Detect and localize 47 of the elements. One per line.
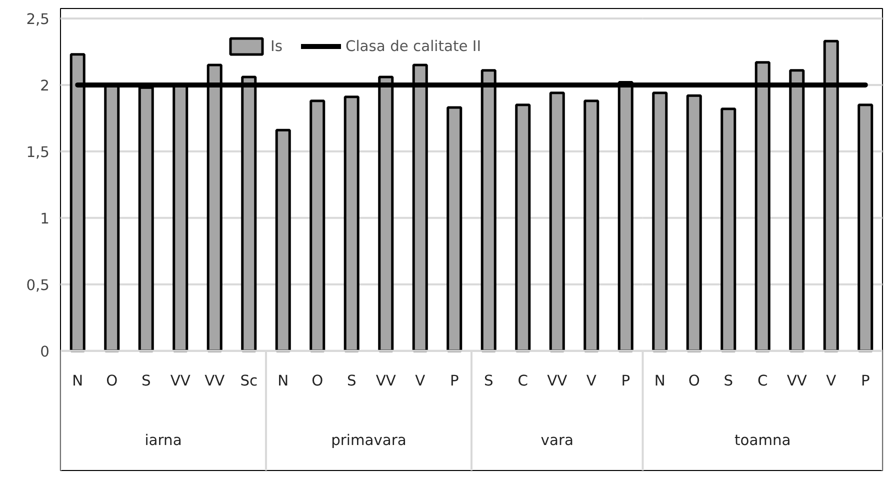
x-tick-label: Sc	[240, 372, 258, 390]
x-tick-label: VV	[376, 372, 396, 390]
x-tick-label: V	[415, 372, 426, 390]
x-tick-label: S	[724, 372, 734, 390]
x-tick-label: S	[141, 372, 151, 390]
x-tick-label: VV	[170, 372, 190, 390]
bar	[515, 104, 531, 352]
x-tick-label: V	[826, 372, 836, 390]
x-tick-label: P	[450, 372, 459, 390]
bar	[686, 94, 702, 352]
legend-label: Is	[270, 38, 284, 54]
bar	[720, 108, 736, 352]
x-tick-label: VV	[204, 372, 225, 390]
x-axis-title: primavara	[331, 432, 406, 450]
legend-label: Clasa de calitate II	[346, 38, 482, 54]
x-tick-label: P	[621, 372, 630, 390]
y-tick-label: 0,5	[26, 276, 50, 294]
x-tick-label: C	[518, 372, 528, 390]
x-tick-label: P	[860, 372, 870, 390]
x-tick-label: O	[312, 372, 324, 390]
bar	[344, 96, 360, 352]
x-tick-label: O	[688, 372, 700, 390]
bar	[584, 100, 600, 352]
x-tick-label: C	[758, 372, 768, 390]
bar	[446, 106, 462, 352]
y-tick-label: 2	[40, 77, 50, 94]
x-axis-title: vara	[540, 432, 574, 450]
x-axis-title: toamna	[734, 432, 791, 450]
x-tick-label: VV	[547, 372, 568, 390]
y-tick-label: 2,5	[26, 10, 50, 28]
bar	[652, 92, 668, 352]
x-tick-label: S	[346, 372, 356, 390]
y-tick-label: 0	[40, 343, 50, 360]
bar	[310, 100, 326, 352]
x-axis-title: iarna	[144, 432, 182, 450]
x-tick-label: S	[484, 372, 494, 390]
x-tick-label: N	[72, 372, 84, 390]
x-tick-label: VV	[786, 372, 807, 390]
x-tick-label: O	[106, 372, 118, 390]
x-tick-label: N	[278, 372, 289, 390]
bar	[275, 128, 291, 352]
x-tick-label: N	[654, 372, 666, 390]
y-tick-label: 1	[40, 210, 50, 228]
x-tick-label: V	[586, 372, 596, 390]
bar	[549, 92, 565, 352]
y-tick-label: 1,5	[26, 144, 50, 161]
bar	[858, 104, 874, 352]
